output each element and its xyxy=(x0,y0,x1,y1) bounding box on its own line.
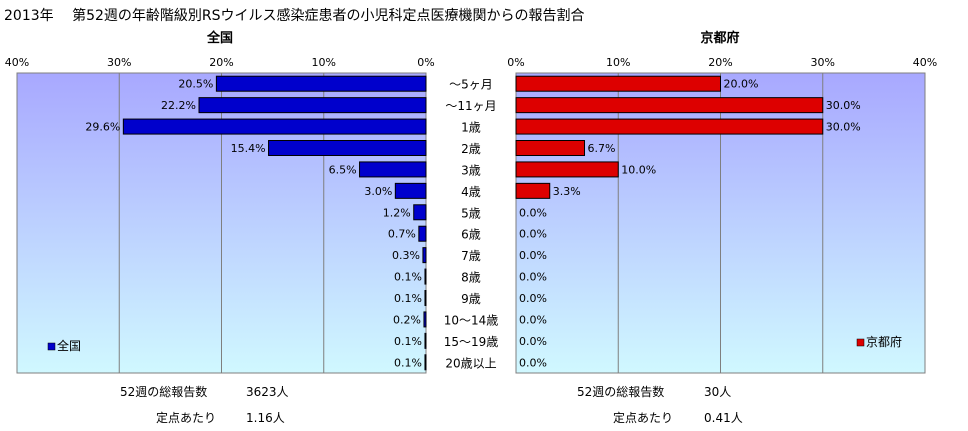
left-bar xyxy=(424,354,427,371)
right-bar xyxy=(515,97,824,114)
right-value-label: 0.0% xyxy=(519,335,547,348)
right-axis-ticks: 0% 10% 20% 30% 40% xyxy=(507,56,937,69)
left-tick-label: 20% xyxy=(209,56,233,69)
left-legend-swatch xyxy=(47,342,56,351)
right-value-labels: 20.0% 30.0% 30.0% 6.7% 10.0% 3.3% 0.0% 0.0% 0.0%… xyxy=(519,78,861,370)
left-bar xyxy=(198,97,427,114)
category-label: 3歳 xyxy=(461,163,481,177)
national-total-label: 52週の総報告数 xyxy=(120,384,207,399)
national-total-value: 3623人 xyxy=(246,385,289,399)
right-bar xyxy=(515,75,721,92)
left-bar xyxy=(268,140,427,156)
left-bar xyxy=(418,225,427,242)
right-value-label: 30.0% xyxy=(826,99,861,112)
category-label: 9歳 xyxy=(461,292,481,306)
right-bar xyxy=(515,140,586,156)
left-axis-ticks: 40% 30% 20% 10% 0% xyxy=(5,56,435,69)
right-legend-swatch xyxy=(856,338,865,347)
right-value-label: 0.0% xyxy=(519,249,547,262)
category-label: 15～19歳 xyxy=(444,335,499,349)
right-tick-label: 0% xyxy=(507,56,524,69)
left-value-label: 0.3% xyxy=(392,249,420,262)
left-legend-label: 全国 xyxy=(57,338,81,353)
category-label: 20歳以上 xyxy=(445,356,496,370)
left-value-label: 15.4% xyxy=(231,142,266,155)
national-per-label: 定点あたり xyxy=(156,410,216,425)
left-bar xyxy=(424,268,427,285)
right-tick-label: 40% xyxy=(913,56,937,69)
left-value-label: 20.5% xyxy=(178,78,213,91)
right-bars xyxy=(515,75,824,199)
left-tick-label: 30% xyxy=(107,56,131,69)
national-per-value: 1.16人 xyxy=(246,411,285,425)
right-value-label: 10.0% xyxy=(621,163,656,176)
category-label: ～5ヶ月 xyxy=(449,78,493,92)
left-value-label: 0.7% xyxy=(388,228,416,241)
left-bar xyxy=(424,332,427,349)
category-label: 2歳 xyxy=(461,142,481,156)
right-value-label: 0.0% xyxy=(519,356,547,369)
left-tick-label: 10% xyxy=(312,56,336,69)
left-value-label: 0.1% xyxy=(394,292,422,305)
right-value-label: 0.0% xyxy=(519,271,547,284)
left-bar xyxy=(413,204,427,221)
right-tick-label: 30% xyxy=(811,56,835,69)
left-value-label: 0.1% xyxy=(394,335,422,348)
kyoto-per-label: 定点あたり xyxy=(613,410,673,425)
category-label: 6歳 xyxy=(461,228,481,242)
left-bar xyxy=(422,247,427,264)
right-value-label: 0.0% xyxy=(519,313,547,326)
left-value-label: 3.0% xyxy=(364,185,392,198)
right-bar xyxy=(515,182,551,199)
right-value-label: 20.0% xyxy=(724,78,759,91)
right-tick-label: 20% xyxy=(708,56,732,69)
right-panel-title: 京都府 xyxy=(700,30,739,46)
left-tick-label: 0% xyxy=(417,56,434,69)
left-bar xyxy=(394,182,427,199)
left-value-label: 6.5% xyxy=(329,163,357,176)
right-legend-label: 京都府 xyxy=(866,334,902,349)
category-label: 10～14歳 xyxy=(444,313,499,327)
left-legend: 全国 xyxy=(47,338,81,353)
chart-title: 2013年 第52週の年齢階級別RSウイルス感染症患者の小児科定点医療機関からの… xyxy=(4,7,585,24)
left-bar xyxy=(215,75,427,92)
right-bar xyxy=(515,118,824,135)
category-label: 4歳 xyxy=(461,185,481,199)
left-value-label: 22.2% xyxy=(161,99,196,112)
right-legend: 京都府 xyxy=(856,334,902,349)
right-value-label: 0.0% xyxy=(519,206,547,219)
left-value-label: 1.2% xyxy=(383,206,411,219)
right-value-label: 30.0% xyxy=(826,121,861,134)
left-tick-label: 40% xyxy=(5,56,29,69)
kyoto-total-label: 52週の総報告数 xyxy=(577,384,664,399)
right-tick-label: 10% xyxy=(606,56,630,69)
left-value-labels: 20.5% 22.2% 29.6% 15.4% 6.5% 3.0% 1.2% 0.7% 0.3%… xyxy=(85,78,422,370)
right-value-label: 3.3% xyxy=(553,185,581,198)
left-panel-title: 全国 xyxy=(206,30,233,46)
right-bar xyxy=(515,161,619,178)
left-bar xyxy=(359,161,427,178)
left-value-label: 0.1% xyxy=(394,271,422,284)
left-value-label: 0.2% xyxy=(393,313,421,326)
category-label: 8歳 xyxy=(461,271,481,285)
category-labels: ～5ヶ月 ～11ヶ月 1歳 2歳 3歳 4歳 5歳 6歳 7歳 8歳 9歳 10～14歳 15～19歳 2… xyxy=(444,78,499,371)
kyoto-per-value: 0.41人 xyxy=(704,411,743,425)
kyoto-total-value: 30人 xyxy=(704,385,731,399)
left-bar xyxy=(423,311,427,328)
category-label: 1歳 xyxy=(461,121,481,135)
category-label: 5歳 xyxy=(461,206,481,220)
left-bars xyxy=(122,75,427,371)
left-bar xyxy=(424,290,427,306)
right-value-label: 0.0% xyxy=(519,228,547,241)
left-bar xyxy=(122,118,427,135)
left-value-label: 29.6% xyxy=(85,121,120,134)
category-label: 7歳 xyxy=(461,249,481,263)
right-value-label: 0.0% xyxy=(519,292,547,305)
right-value-label: 6.7% xyxy=(588,142,616,155)
left-value-label: 0.1% xyxy=(394,356,422,369)
category-label: ～11ヶ月 xyxy=(445,99,496,113)
